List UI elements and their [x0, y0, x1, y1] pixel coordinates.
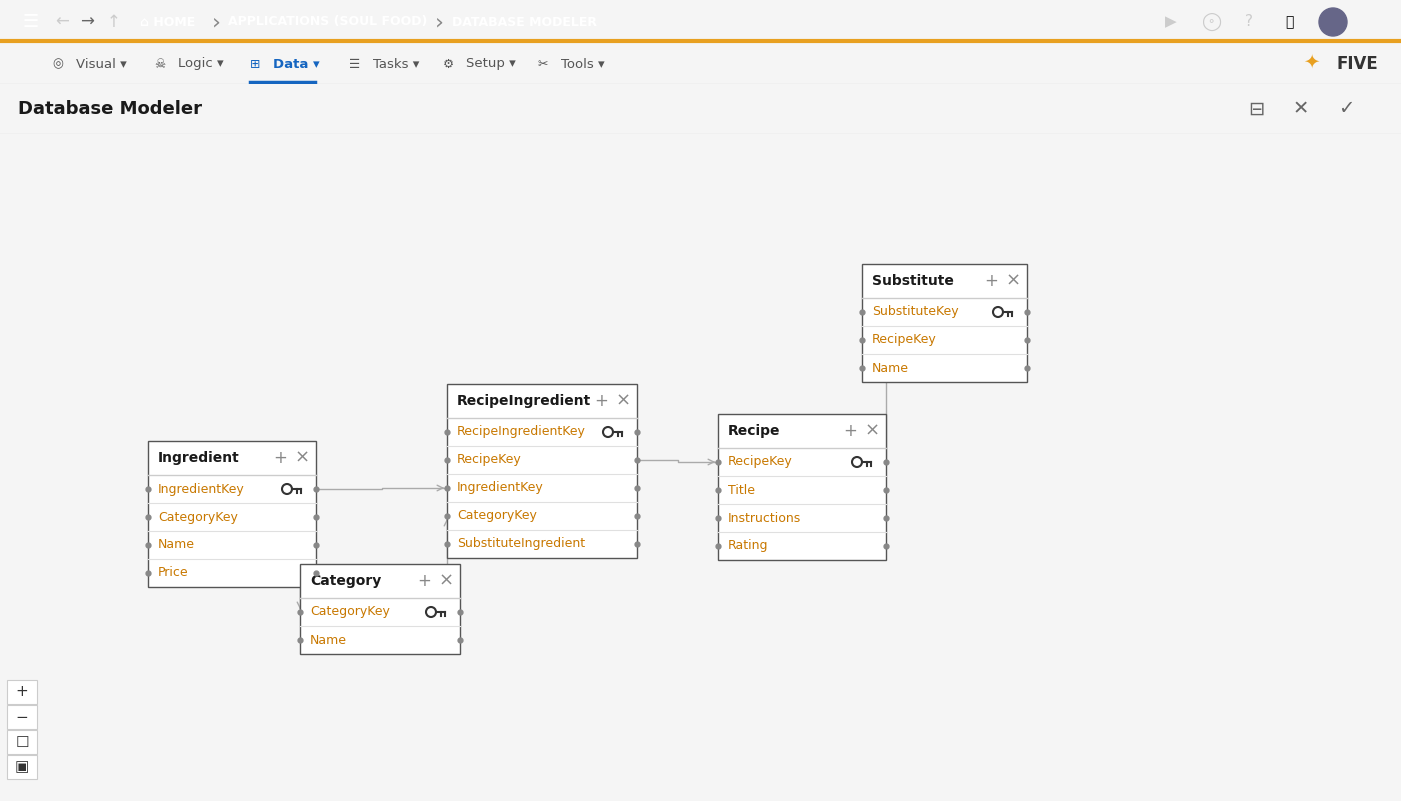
Text: −: − — [15, 710, 28, 724]
Text: ✓: ✓ — [1338, 99, 1355, 119]
Bar — [447, 384, 637, 558]
Text: ☠: ☠ — [154, 58, 165, 70]
Bar — [717, 414, 885, 560]
Bar — [7, 755, 36, 779]
Text: Substitute: Substitute — [871, 274, 954, 288]
Text: RecipeKey: RecipeKey — [457, 453, 521, 466]
Text: Ingredient: Ingredient — [158, 451, 240, 465]
Text: CategoryKey: CategoryKey — [158, 510, 238, 524]
Text: ↑: ↑ — [106, 13, 120, 31]
Text: ☐: ☐ — [15, 735, 29, 750]
Bar — [7, 680, 36, 704]
Text: ☰: ☰ — [22, 13, 38, 31]
Text: ☰: ☰ — [349, 58, 360, 70]
Text: Data ▾: Data ▾ — [273, 58, 319, 70]
Circle shape — [1318, 8, 1346, 36]
Text: RecipeKey: RecipeKey — [871, 333, 937, 347]
Text: RecipeIngredientKey: RecipeIngredientKey — [457, 425, 586, 438]
Text: Tasks ▾: Tasks ▾ — [373, 58, 419, 70]
Bar — [300, 564, 460, 654]
Text: ×: × — [439, 572, 454, 590]
Text: ✕: ✕ — [1293, 99, 1309, 119]
Text: Category: Category — [310, 574, 381, 588]
Bar — [862, 264, 1027, 382]
Text: +: + — [417, 572, 432, 590]
Text: ▶: ▶ — [1166, 14, 1177, 30]
Text: Recipe: Recipe — [729, 424, 780, 438]
Text: Visual ▾: Visual ▾ — [76, 58, 126, 70]
Text: ?: ? — [1245, 14, 1252, 30]
Text: Tools ▾: Tools ▾ — [560, 58, 605, 70]
Text: Setup ▾: Setup ▾ — [467, 58, 516, 70]
Text: ←: ← — [55, 13, 69, 31]
Bar — [7, 730, 36, 754]
Text: ⊞: ⊞ — [249, 58, 261, 70]
Text: ⊟: ⊟ — [1248, 99, 1264, 119]
Text: FIVE: FIVE — [1337, 55, 1377, 73]
Text: IngredientKey: IngredientKey — [158, 482, 245, 496]
Text: APPLICATIONS (SOUL FOOD): APPLICATIONS (SOUL FOOD) — [228, 15, 427, 29]
Text: Database Modeler: Database Modeler — [18, 100, 202, 118]
Text: RecipeIngredient: RecipeIngredient — [457, 394, 591, 408]
Text: +: + — [843, 422, 857, 440]
Text: Instructions: Instructions — [729, 512, 801, 525]
Text: S: S — [1328, 15, 1338, 29]
Text: CategoryKey: CategoryKey — [457, 509, 537, 522]
Bar — [7, 705, 36, 729]
Text: ◯: ◯ — [1201, 13, 1222, 31]
Text: ×: × — [615, 392, 630, 410]
Text: ⌂ HOME: ⌂ HOME — [140, 15, 195, 29]
Text: Rating: Rating — [729, 540, 769, 553]
Text: +: + — [15, 685, 28, 699]
Text: ⚬: ⚬ — [1206, 17, 1216, 27]
Text: Price: Price — [158, 566, 189, 579]
Text: ▣: ▣ — [15, 759, 29, 775]
Text: SubstituteKey: SubstituteKey — [871, 305, 958, 319]
Text: DATABASE MODELER: DATABASE MODELER — [453, 15, 597, 29]
Text: ⚙: ⚙ — [443, 58, 454, 70]
Text: +: + — [594, 392, 608, 410]
Text: →: → — [80, 13, 94, 31]
Text: ✦: ✦ — [1303, 53, 1320, 71]
Text: ›: › — [212, 12, 221, 32]
Text: CategoryKey: CategoryKey — [310, 606, 389, 618]
Text: Title: Title — [729, 484, 755, 497]
Text: Logic ▾: Logic ▾ — [178, 58, 224, 70]
Text: +: + — [273, 449, 287, 467]
Text: RecipeKey: RecipeKey — [729, 456, 793, 469]
Text: SubstituteIngredient: SubstituteIngredient — [457, 537, 586, 550]
Text: ×: × — [864, 422, 880, 440]
Text: Name: Name — [310, 634, 347, 646]
Text: +: + — [984, 272, 998, 290]
Text: ✂: ✂ — [538, 58, 548, 70]
Text: ×: × — [294, 449, 310, 467]
Text: Name: Name — [158, 538, 195, 552]
Text: ›: › — [434, 12, 444, 32]
Text: IngredientKey: IngredientKey — [457, 481, 544, 494]
Text: 🔔: 🔔 — [1285, 15, 1293, 29]
Text: ◎: ◎ — [53, 58, 63, 70]
Text: Name: Name — [871, 361, 909, 375]
Text: ×: × — [1006, 272, 1020, 290]
Bar — [149, 441, 317, 587]
